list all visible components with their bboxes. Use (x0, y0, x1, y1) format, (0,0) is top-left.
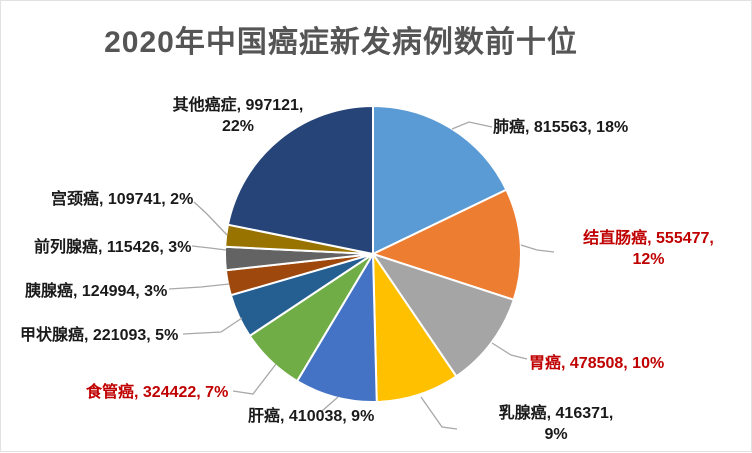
slice-label-colorectal-cancer: 结直肠癌, 555477, 12% (556, 228, 741, 270)
slice-label-prostate-cancer: 前列腺癌, 115426, 3% (34, 237, 191, 258)
pie-slice-stomach-cancer (372, 253, 515, 378)
leader-line-liver-cancer (321, 396, 339, 412)
pie-slice-breast-cancer (372, 253, 458, 403)
slice-label-text: 食管癌, 324422, 7% (86, 384, 229, 401)
slice-label-text: 22% (221, 118, 255, 135)
pie-slice-liver-cancer (296, 253, 378, 403)
slice-label-text: 结直肠癌, 555477, (583, 230, 714, 247)
slice-label-text: 其他癌症, 997121, (172, 97, 304, 114)
leader-line-pancreatic-cancer (168, 283, 230, 290)
slice-label-stomach-cancer: 胃癌, 478508, 10% (529, 353, 664, 374)
chart-title: 2020年中国癌症新发病例数前十位 (104, 26, 578, 59)
slice-label-lung-cancer: 肺癌, 815563, 18% (493, 117, 628, 138)
pie-slice-lung-cancer (372, 105, 508, 255)
leader-line-thyroid-cancer (182, 317, 243, 335)
leader-line-stomach-cancer (491, 342, 528, 360)
slice-label-text: 肺癌, 815563, 18% (493, 119, 629, 136)
slice-label-pancreatic-cancer: 胰腺癌, 124994, 3% (25, 281, 167, 302)
slice-label-text: 胃癌, 478508, 10% (529, 355, 665, 372)
slice-label-text: 胰腺癌, 124994, 3% (25, 283, 168, 300)
slice-label-text: 前列腺癌, 115426, 3% (34, 239, 192, 256)
slice-label-other-cancers: 其他癌症, 997121, 22% (149, 95, 327, 137)
leader-line-lung-cancer (451, 121, 493, 130)
leader-line-esophageal-cancer (232, 363, 277, 395)
slice-label-cervical-cancer: 宫颈癌, 109741, 2% (51, 189, 193, 210)
slice-label-text: 9% (544, 426, 568, 443)
leader-line-cervical-cancer (193, 201, 228, 236)
leader-line-breast-cancer (420, 396, 458, 430)
slice-label-text: 乳腺癌, 416371, (498, 405, 614, 422)
slice-label-text: 甲状腺癌, 221093, 5% (20, 327, 179, 344)
slice-label-esophageal-cancer: 食管癌, 324422, 7% (86, 382, 228, 403)
slice-label-liver-cancer: 肝癌, 410038, 9% (248, 406, 374, 427)
leader-line-colorectal-cancer (520, 244, 555, 253)
slice-label-text: 宫颈癌, 109741, 2% (51, 191, 194, 208)
slice-label-text: 肝癌, 410038, 9% (248, 408, 375, 425)
slice-label-breast-cancer: 乳腺癌, 416371, 9% (456, 403, 656, 445)
leader-line-prostate-cancer (191, 245, 227, 251)
pie-slice-colorectal-cancer (372, 188, 522, 301)
slice-label-thyroid-cancer: 甲状腺癌, 221093, 5% (20, 325, 178, 346)
pie-slice-other-cancers (226, 105, 374, 255)
slice-label-text: 12% (632, 251, 665, 268)
